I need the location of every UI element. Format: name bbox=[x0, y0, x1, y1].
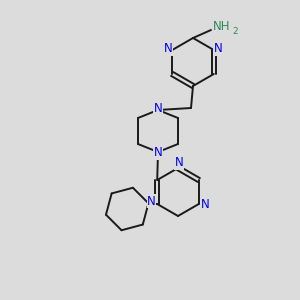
Text: N: N bbox=[154, 146, 162, 160]
Text: N: N bbox=[200, 197, 209, 211]
Text: N: N bbox=[147, 195, 156, 208]
Text: N: N bbox=[175, 157, 183, 169]
Text: NH: NH bbox=[213, 20, 231, 34]
Text: N: N bbox=[213, 43, 222, 56]
Text: 2: 2 bbox=[232, 26, 238, 35]
Text: N: N bbox=[164, 43, 172, 56]
Text: N: N bbox=[154, 103, 162, 116]
